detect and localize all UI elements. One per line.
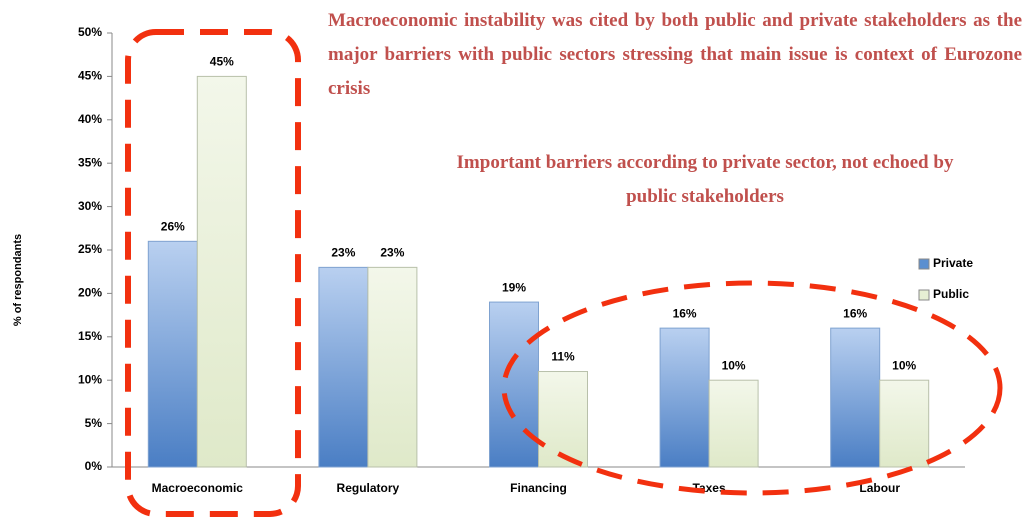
data-label: 16%: [673, 306, 697, 320]
bar: [196, 75, 247, 468]
legend-label: Private: [933, 256, 973, 270]
x-tick-label: Labour: [859, 481, 900, 495]
data-label: 16%: [843, 306, 867, 320]
y-tick-label: 35%: [78, 155, 102, 169]
annotation: Important barriers according to private …: [456, 152, 954, 207]
x-tick-label: Taxes: [693, 481, 726, 495]
x-tick-label: Macroeconomic: [152, 481, 244, 495]
bar: [830, 327, 881, 468]
legend-swatch: [918, 289, 930, 301]
data-label: 11%: [551, 350, 575, 364]
legend-label: Public: [933, 287, 969, 301]
data-label: 10%: [892, 358, 916, 372]
y-tick-label: 10%: [78, 372, 102, 386]
bar: [879, 379, 930, 468]
bar: [708, 379, 759, 468]
y-tick-label: 15%: [78, 329, 102, 343]
bar: [659, 327, 710, 468]
y-tick-label: 0%: [85, 459, 103, 473]
legend-swatch: [918, 258, 930, 270]
y-tick-label: 5%: [85, 416, 103, 430]
x-tick-label: Regulatory: [337, 481, 400, 495]
y-tick-label: 25%: [78, 242, 102, 256]
data-label: 23%: [331, 246, 355, 260]
y-tick-label: 45%: [78, 69, 102, 83]
bar: [367, 266, 418, 468]
x-tick-label: Financing: [510, 481, 567, 495]
bar: [489, 301, 539, 468]
annotation: Macroeconomic instability was cited by b…: [328, 10, 1022, 99]
y-tick-label: 40%: [78, 112, 102, 126]
y-tick-label: 50%: [78, 25, 102, 39]
data-label: 45%: [210, 55, 234, 69]
y-tick-label: 20%: [78, 286, 102, 300]
bar: [147, 240, 198, 468]
data-label: 19%: [502, 280, 526, 294]
bar: [318, 266, 369, 468]
data-label: 10%: [722, 358, 746, 372]
y-axis-label: % of respondants: [12, 234, 24, 326]
bar: [538, 371, 588, 468]
data-label: 23%: [380, 246, 404, 260]
data-label: 26%: [161, 219, 185, 233]
y-tick-label: 30%: [78, 199, 102, 213]
